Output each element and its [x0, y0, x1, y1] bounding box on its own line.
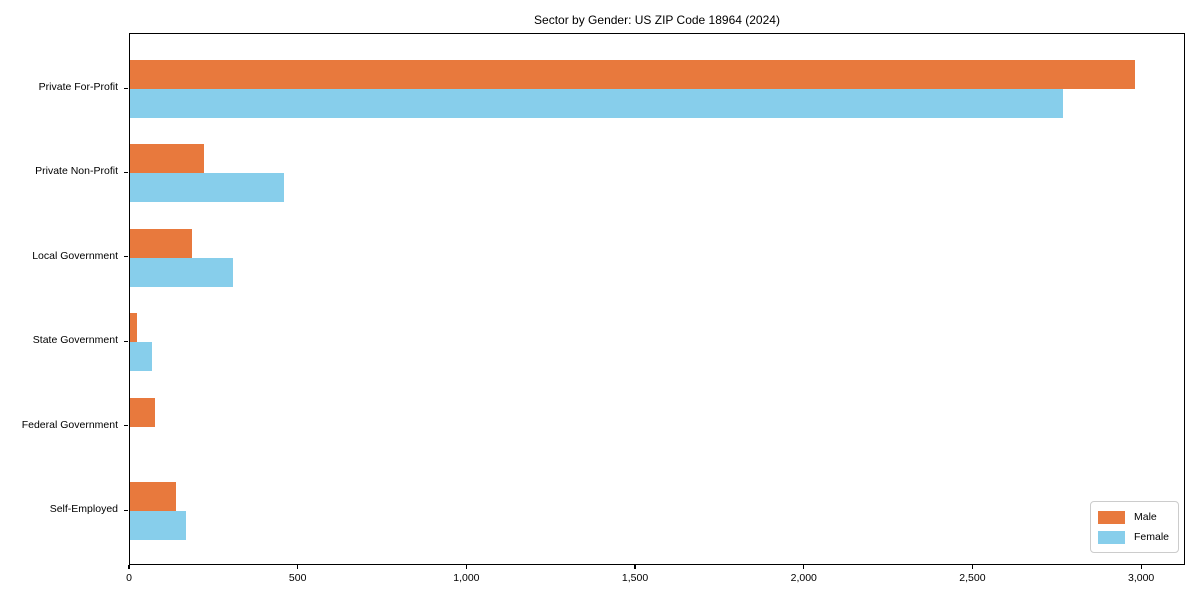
y-tick-mark — [124, 256, 128, 258]
x-tick-mark — [1140, 565, 1142, 569]
y-tick-label-5: Self-Employed — [49, 503, 118, 515]
y-tick-mark — [124, 340, 128, 342]
x-tick-mark — [971, 565, 974, 569]
y-tick-label-4: Federal Government — [21, 418, 118, 431]
bar-female-3 — [130, 342, 152, 372]
bar-female-5 — [130, 511, 186, 540]
bar-male-2 — [130, 228, 193, 258]
bar-female-0 — [130, 89, 1063, 118]
x-tick-mark — [803, 565, 805, 569]
chart-title: Sector by Gender: US ZIP Code 18964 (202… — [534, 13, 780, 27]
y-tick-label-0: Private For-Profit — [38, 81, 118, 93]
x-tick-label-6: 3,000 — [1128, 572, 1155, 584]
y-tick-mark — [124, 171, 128, 174]
x-tick-mark — [128, 565, 130, 569]
bar-female-2 — [130, 257, 233, 287]
x-tick-label-5: 2,500 — [959, 572, 986, 584]
legend-swatch-male — [1097, 510, 1125, 524]
bar-male-0 — [130, 60, 1136, 89]
y-tick-mark — [124, 425, 128, 427]
legend-row-female: Female — [1097, 527, 1169, 547]
bar-male-1 — [130, 144, 205, 174]
y-tick-mark — [124, 509, 128, 511]
y-tick-label-1: Private Non-Profit — [35, 165, 118, 178]
legend: Male Female — [1089, 501, 1179, 553]
y-tick-mark — [124, 87, 128, 89]
y-tick-label-3: State Government — [32, 334, 118, 347]
x-tick-label-2: 1,000 — [453, 572, 480, 584]
x-tick-label-4: 2,000 — [790, 572, 817, 584]
legend-row-male: Male — [1097, 507, 1169, 527]
x-tick-label-3: 1,500 — [621, 572, 649, 584]
x-tick-label-1: 500 — [288, 572, 307, 584]
plot-area: Male Female — [129, 33, 1185, 565]
legend-swatch-female — [1097, 530, 1125, 544]
x-tick-mark — [465, 565, 467, 569]
legend-label-male: Male — [1133, 511, 1157, 523]
x-tick-mark — [634, 565, 636, 569]
bar-female-1 — [130, 173, 284, 203]
bar-male-4 — [130, 397, 156, 427]
bar-male-5 — [130, 482, 176, 511]
x-tick-label-0: 0 — [126, 572, 132, 584]
x-tick-mark — [297, 565, 299, 569]
y-tick-label-2: Local Government — [32, 249, 118, 262]
legend-label-female: Female — [1133, 531, 1169, 543]
bar-male-3 — [130, 313, 137, 343]
